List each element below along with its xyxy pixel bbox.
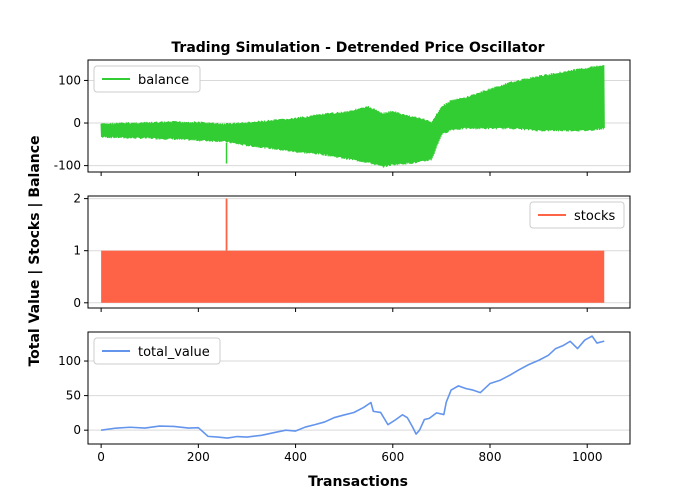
legend-box: [529, 201, 625, 229]
x-tick-label: 1000: [572, 450, 603, 464]
x-tick-label: 600: [381, 450, 404, 464]
x-tick-label: 400: [284, 450, 307, 464]
stocks-panel: 0 1 2 stocks: [73, 192, 631, 312]
balance-series-line: [100, 65, 605, 168]
y-tick-label: 1: [73, 244, 81, 258]
y-tick-label: 0: [73, 423, 81, 437]
legend-box: [93, 65, 201, 93]
x-tick-label: 200: [187, 450, 210, 464]
y-tick-label: -100: [54, 159, 81, 173]
y-tick-label: 50: [66, 389, 81, 403]
y-tick-label: 0: [73, 116, 81, 130]
axes-frame: [87, 195, 631, 309]
chart-title: Trading Simulation - Detrended Price Osc…: [171, 40, 544, 56]
x-axis-label: Transactions: [308, 474, 408, 490]
axes-frame: [87, 59, 631, 173]
stocks-series-fill: [101, 250, 605, 303]
y-tick-label: 0: [73, 296, 81, 310]
y-tick-label: 2: [73, 192, 81, 206]
legend-label: stocks: [574, 209, 615, 224]
x-tick-label: 0: [97, 450, 105, 464]
legend-label: balance: [138, 73, 189, 88]
balance-panel: -100 0 100 balance: [54, 59, 631, 176]
total-value-series-line: [101, 335, 605, 439]
legend-label: total_value: [138, 345, 210, 360]
y-tick-label: 100: [58, 354, 81, 368]
y-axis-label: Total Value | Stocks | Balance: [27, 135, 43, 366]
x-tick-label: 800: [479, 450, 502, 464]
y-tick-label: 100: [58, 73, 81, 87]
axes-frame: [87, 331, 631, 445]
legend-box: [93, 337, 221, 365]
